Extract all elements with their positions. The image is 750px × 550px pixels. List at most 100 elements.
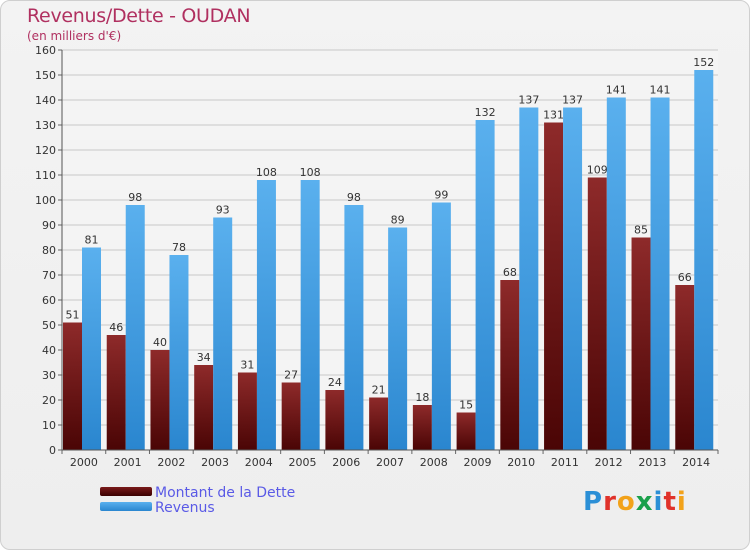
legend-swatch-revenus (100, 502, 152, 511)
legend-swatch-dette (100, 487, 152, 496)
data-label-revenus: 81 (85, 234, 99, 247)
x-tick-label: 2007 (376, 456, 404, 469)
y-tick-label: 110 (35, 169, 56, 182)
x-tick-label: 2009 (463, 456, 491, 469)
logo-letter: t (663, 487, 677, 517)
data-label-revenus: 93 (216, 204, 230, 217)
y-tick-label: 20 (42, 394, 56, 407)
y-tick-label: 30 (42, 369, 56, 382)
bar-dette (194, 365, 214, 450)
bar-dette (456, 412, 476, 450)
bar-dette (412, 405, 432, 450)
data-label-revenus: 132 (475, 106, 496, 119)
data-label-dette: 66 (678, 271, 692, 284)
bar-dette (325, 390, 345, 450)
chart-subtitle: (en milliers d'€) (27, 29, 122, 43)
data-label-dette: 31 (240, 359, 254, 372)
bar-dette (675, 285, 695, 450)
bar-revenus (125, 205, 145, 450)
y-tick-label: 150 (35, 69, 56, 82)
logo-letter: i (653, 487, 664, 517)
bar-revenus (213, 217, 233, 450)
bar-dette (63, 322, 82, 450)
data-label-revenus: 152 (693, 56, 714, 69)
y-tick-label: 70 (42, 269, 56, 282)
logo-letter: r (603, 487, 617, 517)
y-tick-label: 130 (35, 119, 56, 132)
data-label-dette: 68 (503, 266, 517, 279)
bar-revenus (563, 107, 583, 450)
logo-letter: x (635, 487, 654, 517)
data-label-dette: 109 (587, 164, 608, 177)
bar-revenus (300, 180, 320, 450)
logo-letter: o (616, 487, 636, 517)
y-axis: 0 10 20 30 40 50 60 70 80 90 100 110 120 130 140 150 160 (35, 44, 63, 457)
y-tick-label: 90 (42, 219, 56, 232)
bar-revenus (694, 70, 714, 450)
y-tick-label: 100 (35, 194, 56, 207)
y-tick-label: 0 (49, 444, 56, 457)
data-label-revenus: 108 (256, 166, 277, 179)
bar-revenus (388, 227, 408, 450)
proxiti-logo: Proxiti (583, 487, 687, 517)
data-label-dette: 40 (153, 336, 167, 349)
data-label-revenus: 137 (518, 94, 539, 107)
bar-dette (587, 177, 607, 450)
data-label-revenus: 89 (391, 214, 405, 227)
x-tick-label: 2014 (682, 456, 710, 469)
data-label-revenus: 137 (562, 94, 583, 107)
bar-revenus (475, 120, 495, 450)
data-label-revenus: 98 (128, 191, 142, 204)
x-tick-label: 2012 (595, 456, 623, 469)
bar-revenus (519, 107, 539, 450)
data-label-revenus: 108 (300, 166, 321, 179)
bar-dette (237, 372, 257, 450)
bar-dette (150, 350, 170, 450)
logo-letter: i (676, 487, 687, 517)
x-tick-label: 2010 (507, 456, 535, 469)
x-tick-label: 2005 (289, 456, 317, 469)
data-label-dette: 27 (284, 369, 298, 382)
bar-revenus (650, 97, 670, 450)
data-label-revenus: 78 (172, 241, 186, 254)
data-label-dette: 21 (372, 384, 386, 397)
x-tick-label: 2013 (638, 456, 666, 469)
y-tick-label: 140 (35, 94, 56, 107)
y-tick-label: 80 (42, 244, 56, 257)
x-tick-label: 2008 (420, 456, 448, 469)
data-label-dette: 15 (459, 399, 473, 412)
bar-dette (281, 382, 301, 450)
bar-revenus (606, 97, 626, 450)
y-tick-label: 60 (42, 294, 56, 307)
logo-letter: P (583, 487, 604, 517)
x-tick-label: 2002 (157, 456, 185, 469)
bars: 51 81 46 98 40 78 34 93 31 108 27 108 24 98 21 89 18 99 15… (63, 56, 714, 450)
legend-label-dette: Montant de la Dette (155, 485, 296, 501)
bar-chart: 0 10 20 30 40 50 60 70 80 90 100 110 120 130 140 150 160… (35, 44, 719, 469)
x-tick-label: 2006 (332, 456, 360, 469)
y-tick-label: 10 (42, 419, 56, 432)
data-label-dette: 34 (197, 351, 211, 364)
x-tick-label: 2011 (551, 456, 579, 469)
data-label-dette: 18 (415, 391, 429, 404)
legend-label-revenus: Revenus (155, 500, 215, 516)
bar-dette (369, 397, 389, 450)
data-label-revenus: 98 (347, 191, 361, 204)
bar-dette (106, 335, 126, 450)
bar-dette (500, 280, 520, 450)
x-tick-label: 2001 (114, 456, 142, 469)
bar-revenus (431, 202, 451, 450)
data-label-revenus: 99 (434, 189, 448, 202)
y-tick-label: 50 (42, 319, 56, 332)
x-tick-label: 2004 (245, 456, 273, 469)
data-label-dette: 85 (634, 224, 648, 237)
y-tick-label: 160 (35, 44, 56, 57)
x-axis: 2000 2001 2002 2003 2004 2005 2006 2007 2008 2009… (61, 449, 719, 469)
bar-revenus (82, 247, 101, 450)
data-label-dette: 131 (543, 109, 564, 122)
y-tick-label: 120 (35, 144, 56, 157)
bar-revenus (169, 255, 189, 450)
data-label-dette: 46 (109, 321, 123, 334)
data-label-revenus: 141 (650, 84, 671, 97)
y-tick-label: 40 (42, 344, 56, 357)
